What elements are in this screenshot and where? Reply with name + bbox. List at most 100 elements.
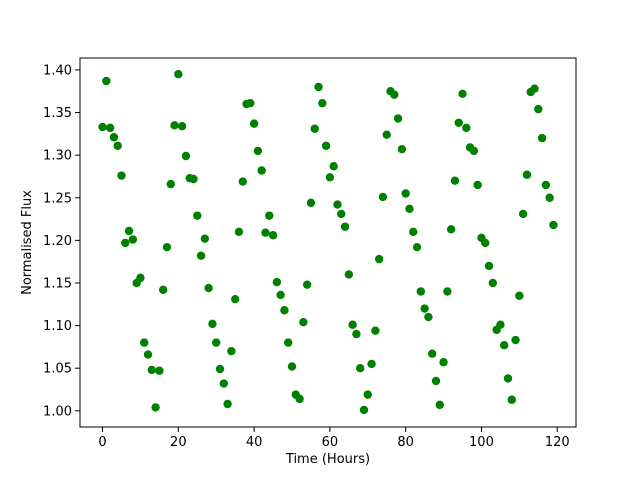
point <box>238 177 247 186</box>
point <box>325 173 335 182</box>
point <box>181 151 191 161</box>
point <box>450 176 460 185</box>
point <box>287 362 297 371</box>
x-tick-label: 80 <box>397 435 414 450</box>
point <box>348 320 357 329</box>
plot-frame <box>79 57 577 428</box>
point <box>102 76 111 86</box>
point <box>261 228 270 237</box>
point <box>359 405 369 415</box>
x-tick-label: 40 <box>246 435 263 450</box>
point <box>177 121 187 131</box>
point <box>409 227 418 237</box>
point <box>481 238 490 248</box>
point <box>230 294 240 304</box>
point <box>340 222 350 231</box>
y-tick-label: 1.10 <box>43 319 72 334</box>
point <box>541 180 551 190</box>
point <box>272 277 282 287</box>
point <box>484 261 494 271</box>
point <box>295 394 304 404</box>
point <box>140 338 149 347</box>
point <box>439 358 448 367</box>
point <box>109 133 119 142</box>
point <box>249 119 259 128</box>
y-tick-label: 1.25 <box>43 191 72 206</box>
point <box>257 166 266 175</box>
point <box>284 338 293 347</box>
point <box>356 363 365 373</box>
x-tick-label: 120 <box>545 435 570 450</box>
point <box>382 130 391 139</box>
point <box>174 69 183 79</box>
point <box>151 403 160 412</box>
point <box>397 144 407 154</box>
point <box>166 179 175 189</box>
point <box>117 171 126 180</box>
point <box>367 359 376 369</box>
y-tick-label: 1.20 <box>43 234 72 249</box>
point <box>390 90 399 99</box>
point <box>488 278 498 288</box>
point <box>496 320 505 329</box>
y-tick-label: 1.00 <box>43 404 72 419</box>
point <box>215 364 225 374</box>
point <box>424 312 433 322</box>
point <box>246 98 255 108</box>
point <box>276 290 285 300</box>
x-tick-label: 0 <box>98 435 106 450</box>
y-axis-label: Normalised Flux <box>20 190 35 295</box>
point <box>363 390 372 399</box>
point <box>393 114 403 123</box>
point <box>515 291 524 300</box>
point <box>420 304 429 313</box>
point <box>458 89 467 98</box>
point <box>158 285 168 294</box>
point <box>443 287 452 296</box>
point <box>253 146 263 156</box>
point <box>310 124 319 133</box>
y-tick-label: 1.40 <box>43 63 72 78</box>
point <box>405 204 414 214</box>
point <box>227 346 236 356</box>
point <box>435 400 444 410</box>
point <box>534 104 543 114</box>
point <box>193 211 202 220</box>
point <box>189 174 198 184</box>
point <box>212 338 221 347</box>
y-tick-label: 1.35 <box>43 106 72 121</box>
point <box>299 317 308 327</box>
point <box>147 365 157 375</box>
point <box>265 211 274 220</box>
point <box>105 123 115 133</box>
point <box>507 395 516 404</box>
point <box>234 227 244 237</box>
point <box>378 192 388 202</box>
point <box>428 349 437 358</box>
point <box>545 193 554 202</box>
point <box>522 170 532 179</box>
x-tick-label: 20 <box>170 435 187 450</box>
point <box>268 231 278 240</box>
point <box>499 340 509 350</box>
point <box>416 287 426 296</box>
point <box>136 273 145 283</box>
x-axis-label: Time (Hours) <box>285 452 370 467</box>
point <box>280 306 289 315</box>
point <box>352 329 361 339</box>
point <box>314 82 323 92</box>
point <box>204 283 213 293</box>
point <box>518 209 528 219</box>
x-tick-label: 60 <box>322 435 339 450</box>
point <box>337 209 346 219</box>
point <box>318 98 327 108</box>
point <box>302 280 312 289</box>
point <box>371 326 380 335</box>
point <box>344 270 354 279</box>
point <box>454 118 463 127</box>
point <box>462 123 471 133</box>
point <box>196 251 206 260</box>
point <box>121 238 130 248</box>
point <box>124 226 134 236</box>
